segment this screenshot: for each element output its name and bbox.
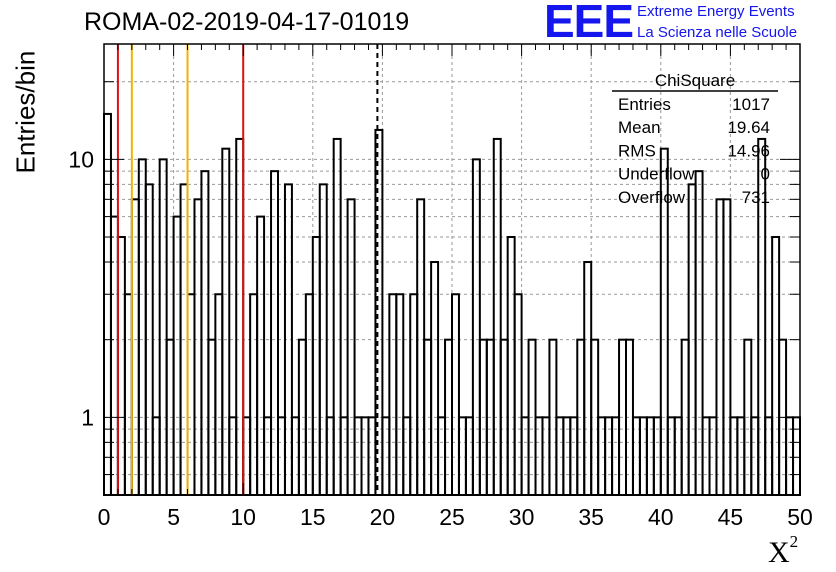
- x-axis-label: X2: [768, 532, 798, 570]
- histogram-bin: [332, 137, 342, 497]
- histogram-bin: [235, 137, 245, 497]
- histogram-bin: [172, 215, 182, 496]
- x-axis-label-text: X: [768, 536, 790, 569]
- histogram-bin: [186, 293, 196, 496]
- logo-tagline-2: La Scienza nelle Scuole: [637, 24, 798, 41]
- x-tick-label: 15: [300, 504, 326, 530]
- stats-label: Overflow: [618, 188, 686, 207]
- x-axis-label-sup: 2: [789, 532, 799, 551]
- y-tick-label: 1: [81, 404, 94, 430]
- stats-value: 0: [761, 165, 770, 184]
- histogram-bin: [221, 147, 231, 497]
- histogram-bin: [346, 198, 356, 496]
- stats-title: ChiSquare: [655, 71, 735, 90]
- histogram-bin: [451, 293, 460, 496]
- x-tick-label: 35: [578, 504, 604, 530]
- stats-value: 14.96: [727, 141, 770, 160]
- histogram-bin: [583, 261, 593, 497]
- histogram-bin: [311, 236, 321, 497]
- histogram-bin: [506, 236, 516, 497]
- x-tick-label: 10: [230, 504, 256, 530]
- histogram-bin: [193, 198, 203, 496]
- histogram-bin: [715, 198, 725, 496]
- histogram-bin: [249, 293, 259, 496]
- histogram-bin: [130, 198, 140, 496]
- histogram-bin: [388, 293, 398, 496]
- histogram-bin: [722, 198, 732, 496]
- histogram-bin: [270, 170, 280, 497]
- histogram-bin: [304, 293, 314, 496]
- stats-value: 19.64: [727, 118, 770, 137]
- chart-title: ROMA-02-2019-04-17-01019: [84, 8, 410, 36]
- eee-logo: EEE: [544, 0, 634, 47]
- x-tick-label: 25: [439, 504, 465, 530]
- histogram-bin: [409, 293, 419, 496]
- x-tick-label: 50: [787, 504, 813, 530]
- histogram-bin: [416, 198, 426, 496]
- stats-label: RMS: [618, 141, 656, 160]
- histogram-bin: [430, 261, 440, 497]
- x-tick-label: 5: [167, 504, 180, 530]
- x-tick-label: 30: [509, 504, 535, 530]
- histogram-bin: [137, 158, 147, 496]
- histogram-bin: [109, 215, 119, 496]
- histogram-bin: [214, 293, 224, 496]
- histogram-bin: [158, 158, 168, 496]
- y-tick-label: 10: [68, 146, 94, 172]
- histogram-bin: [492, 137, 502, 497]
- stats-label: Underflow: [618, 165, 695, 184]
- logo-tagline-1: Extreme Energy Events: [637, 3, 795, 20]
- stats-value: 731: [742, 188, 770, 207]
- x-tick-label: 0: [98, 504, 111, 530]
- histogram-bin: [771, 236, 781, 497]
- histogram-bin: [471, 158, 481, 496]
- stats-label: Mean: [618, 118, 661, 137]
- histogram-bin: [694, 170, 704, 497]
- histogram-bin: [395, 293, 405, 496]
- histogram-bin: [256, 215, 266, 496]
- stats-value: 1017: [732, 95, 770, 114]
- stats-label: Entries: [618, 95, 671, 114]
- histogram-bin: [200, 170, 210, 497]
- histogram-bin: [123, 293, 133, 496]
- x-tick-label: 20: [370, 504, 396, 530]
- histogram-bin: [513, 293, 523, 496]
- x-tick-label: 45: [718, 504, 744, 530]
- histogram-bin: [116, 236, 126, 497]
- x-tick-label: 40: [648, 504, 674, 530]
